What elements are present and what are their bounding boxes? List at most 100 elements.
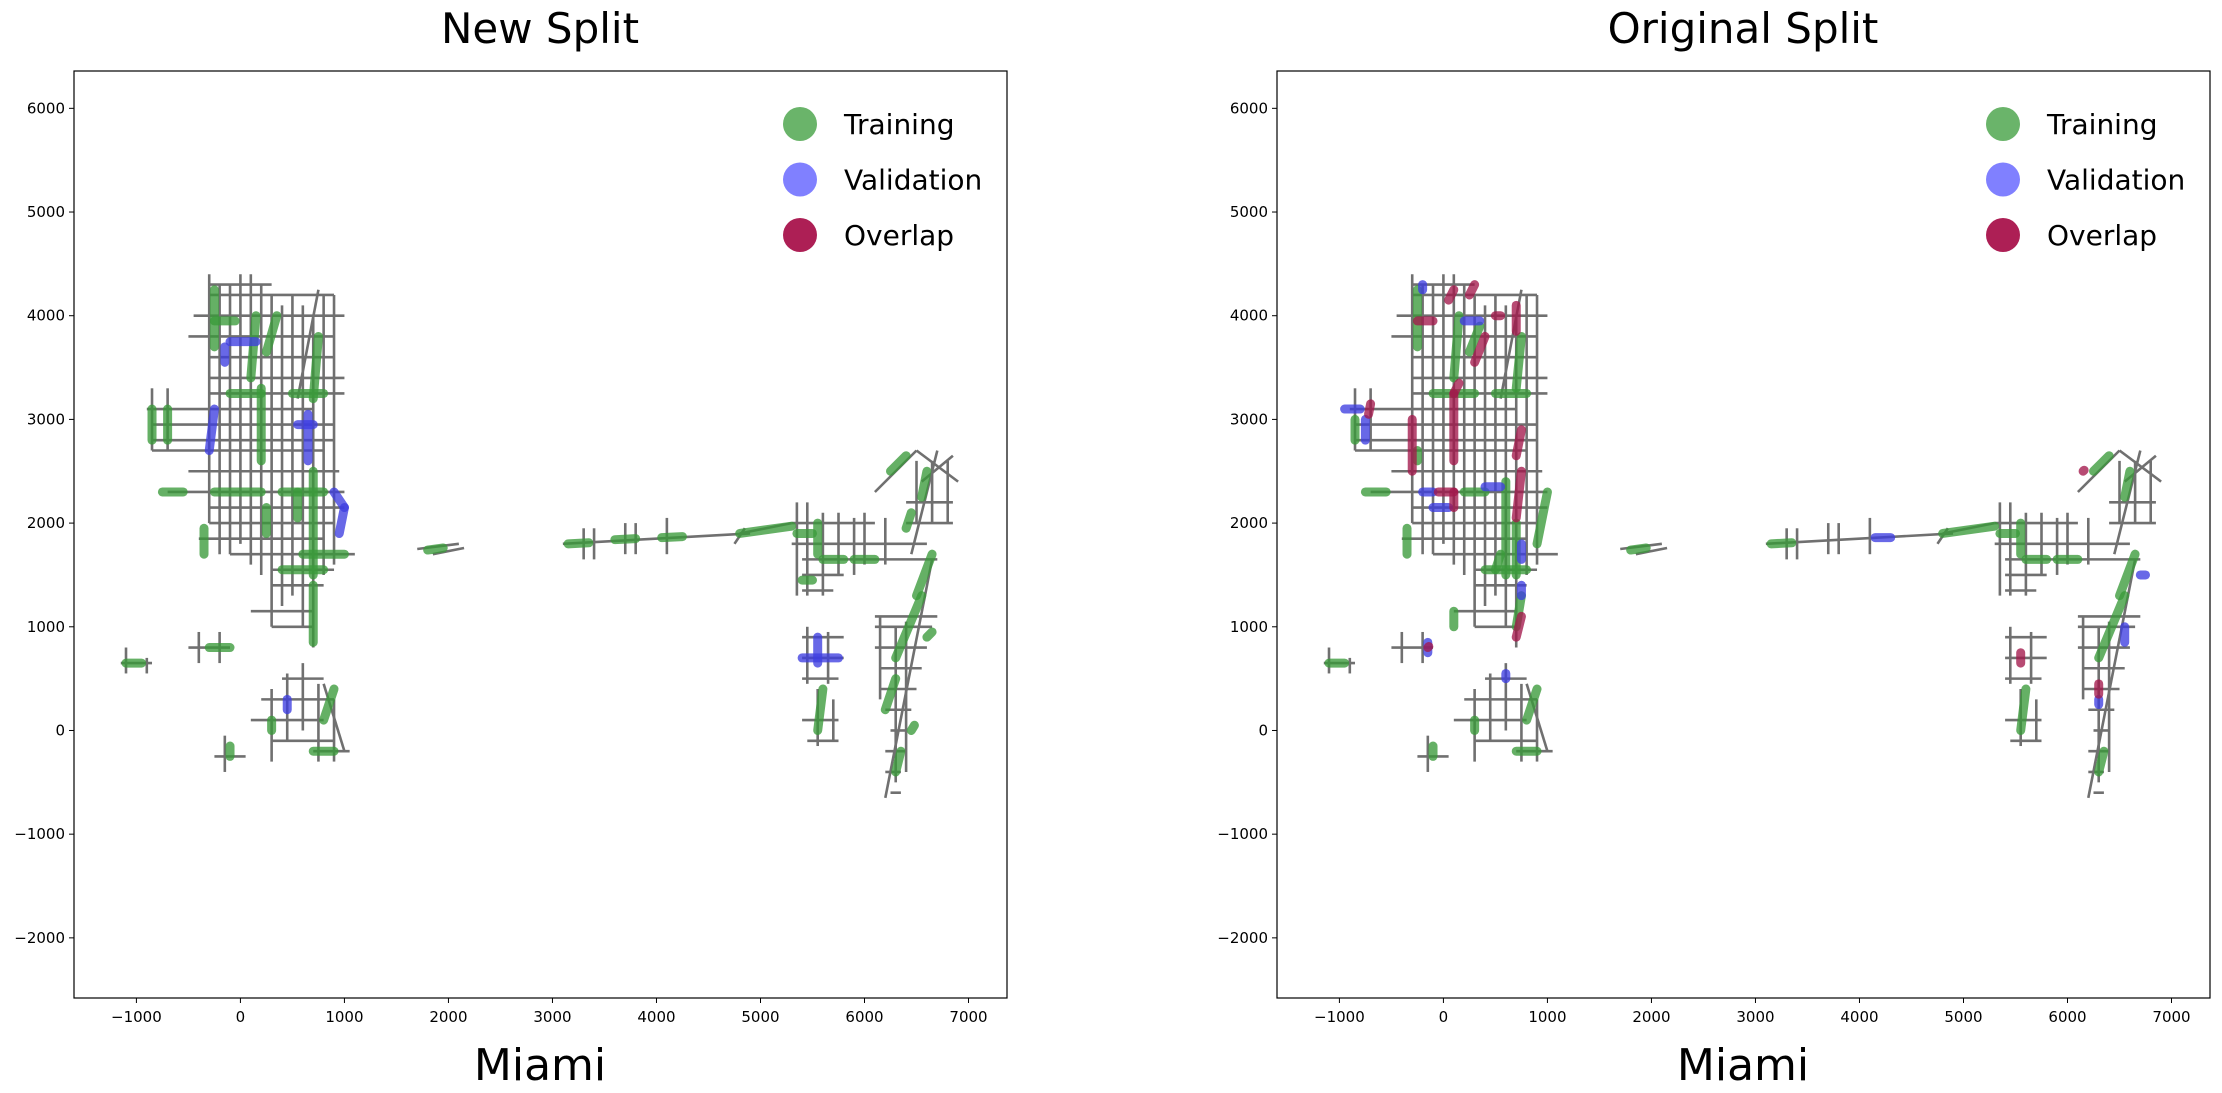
x-tick-label: −1000 — [111, 1008, 162, 1026]
x-tick-label: −1000 — [1314, 1008, 1365, 1026]
highlight-training — [2120, 466, 2135, 502]
highlight-validation — [334, 503, 349, 538]
y-tick-label: 4000 — [1230, 307, 1268, 325]
highlight-training — [261, 311, 282, 357]
chart-title: Original Split — [1607, 4, 1879, 53]
highlight-training — [1766, 538, 1797, 549]
road-segment — [1525, 683, 1549, 752]
road-segment — [322, 683, 346, 752]
highlight-training — [901, 508, 916, 533]
y-tick-label: 4000 — [27, 307, 65, 325]
y-tick-label: 6000 — [1230, 99, 1268, 117]
highlight-overlap — [1364, 399, 1376, 419]
highlight-overlap — [1511, 425, 1526, 461]
y-tick-label: 2000 — [27, 514, 65, 532]
highlight-training — [880, 674, 901, 715]
legend-marker-overlap — [783, 218, 817, 252]
highlight-training — [813, 684, 828, 735]
highlight-training — [308, 331, 323, 404]
x-tick-label: 1000 — [1528, 1008, 1566, 1026]
city-label: Miami — [1676, 1040, 1810, 1091]
y-tick-label: 3000 — [27, 410, 65, 428]
highlight-training — [2016, 684, 2031, 735]
highlight-overlap — [1464, 280, 1480, 300]
y-tick-label: 0 — [1258, 721, 1268, 739]
highlight-training — [2094, 746, 2109, 777]
legend-label-validation: Validation — [2047, 164, 2185, 197]
x-tick-label: 6000 — [845, 1008, 883, 1026]
x-tick-label: 3000 — [533, 1008, 571, 1026]
highlight-training — [2094, 591, 2130, 663]
highlight-overlap — [1423, 641, 1434, 653]
highlight-training — [922, 627, 937, 642]
map-plot-original-split: −1000 0 1000 2000 3000 4000 5000 6000 7000 −2000 −… — [1217, 70, 2211, 1026]
legend-marker-validation — [1986, 162, 2020, 197]
highlight-training — [246, 311, 261, 383]
highlight-training — [886, 451, 911, 476]
highlight-training — [1532, 487, 1552, 549]
highlight-training — [657, 532, 687, 543]
legend-label-validation: Validation — [844, 164, 982, 197]
y-tick-label: 3000 — [1230, 410, 1268, 428]
panel-original-split: Original Split −1000 0 1000 2000 3000 4000 500… — [1203, 0, 2222, 1093]
axes-frame — [73, 70, 1008, 999]
y-tick-label: 0 — [55, 721, 65, 739]
city-label: Miami — [473, 1040, 607, 1091]
legend-marker-training — [783, 107, 817, 141]
highlight-training — [1626, 543, 1651, 555]
highlight-overlap — [2078, 465, 2089, 476]
axes-frame — [1276, 70, 2211, 999]
panel-new-split: New Split −1000 0 1000 2000 3000 4000 5000 6000… — [14, 4, 1008, 1091]
legend-marker-training — [1986, 107, 2020, 141]
highlight-training — [1449, 311, 1464, 383]
x-tick-label: 0 — [1439, 1008, 1449, 1026]
highlight-overlap — [1511, 611, 1526, 642]
highlight-training — [912, 549, 937, 601]
legend-marker-validation — [783, 162, 817, 197]
highlight-training — [2115, 549, 2140, 601]
highlight-training — [1464, 321, 1485, 357]
x-tick-label: 5000 — [1944, 1008, 1982, 1026]
legend-label-training: Training — [2046, 108, 2157, 141]
highlight-training — [610, 534, 641, 545]
legend-label-training: Training — [843, 108, 954, 141]
x-tick-label: 3000 — [1736, 1008, 1774, 1026]
highlight-overlap — [1511, 466, 1526, 523]
x-tick-label: 0 — [236, 1008, 246, 1026]
highlight-training — [891, 746, 906, 777]
x-tick-label: 6000 — [2048, 1008, 2086, 1026]
x-tick-label: 4000 — [637, 1008, 675, 1026]
y-tick-label: 1000 — [1230, 618, 1268, 636]
x-tick-label: 4000 — [1840, 1008, 1878, 1026]
legend-marker-overlap — [1986, 218, 2020, 252]
highlight-training — [1522, 684, 1542, 725]
highlight-training — [1511, 331, 1526, 393]
highlight-training — [423, 543, 448, 555]
highlight-training — [906, 720, 919, 735]
x-tick-label: 2000 — [429, 1008, 467, 1026]
legend-label-overlap: Overlap — [844, 219, 954, 252]
chart-title: New Split — [440, 4, 640, 53]
y-tick-label: 5000 — [1230, 203, 1268, 221]
highlight-training — [2089, 451, 2114, 476]
y-tick-label: −1000 — [1217, 825, 1268, 843]
highlight-training — [735, 521, 797, 538]
road-segment — [296, 289, 320, 399]
plot-area — [1277, 71, 2210, 998]
legend-label-overlap: Overlap — [2047, 219, 2157, 252]
plot-area — [74, 71, 1007, 998]
x-tick-label: 2000 — [1632, 1008, 1670, 1026]
highlight-overlap — [1444, 285, 1459, 305]
y-tick-label: −2000 — [1217, 929, 1268, 947]
highlight-training — [319, 684, 339, 725]
x-tick-label: 7000 — [2152, 1008, 2190, 1026]
highlight-validation — [204, 404, 219, 456]
highlight-training — [917, 466, 932, 502]
road-segment — [2118, 449, 2162, 483]
highlight-training — [563, 538, 594, 549]
highlight-training — [891, 591, 927, 663]
highlight-training — [1938, 521, 2000, 538]
x-tick-label: 1000 — [325, 1008, 363, 1026]
map-plot-new-split: −1000 0 1000 2000 3000 4000 5000 6000 7000 −2000 −… — [14, 70, 1008, 1026]
y-tick-label: 2000 — [1230, 514, 1268, 532]
